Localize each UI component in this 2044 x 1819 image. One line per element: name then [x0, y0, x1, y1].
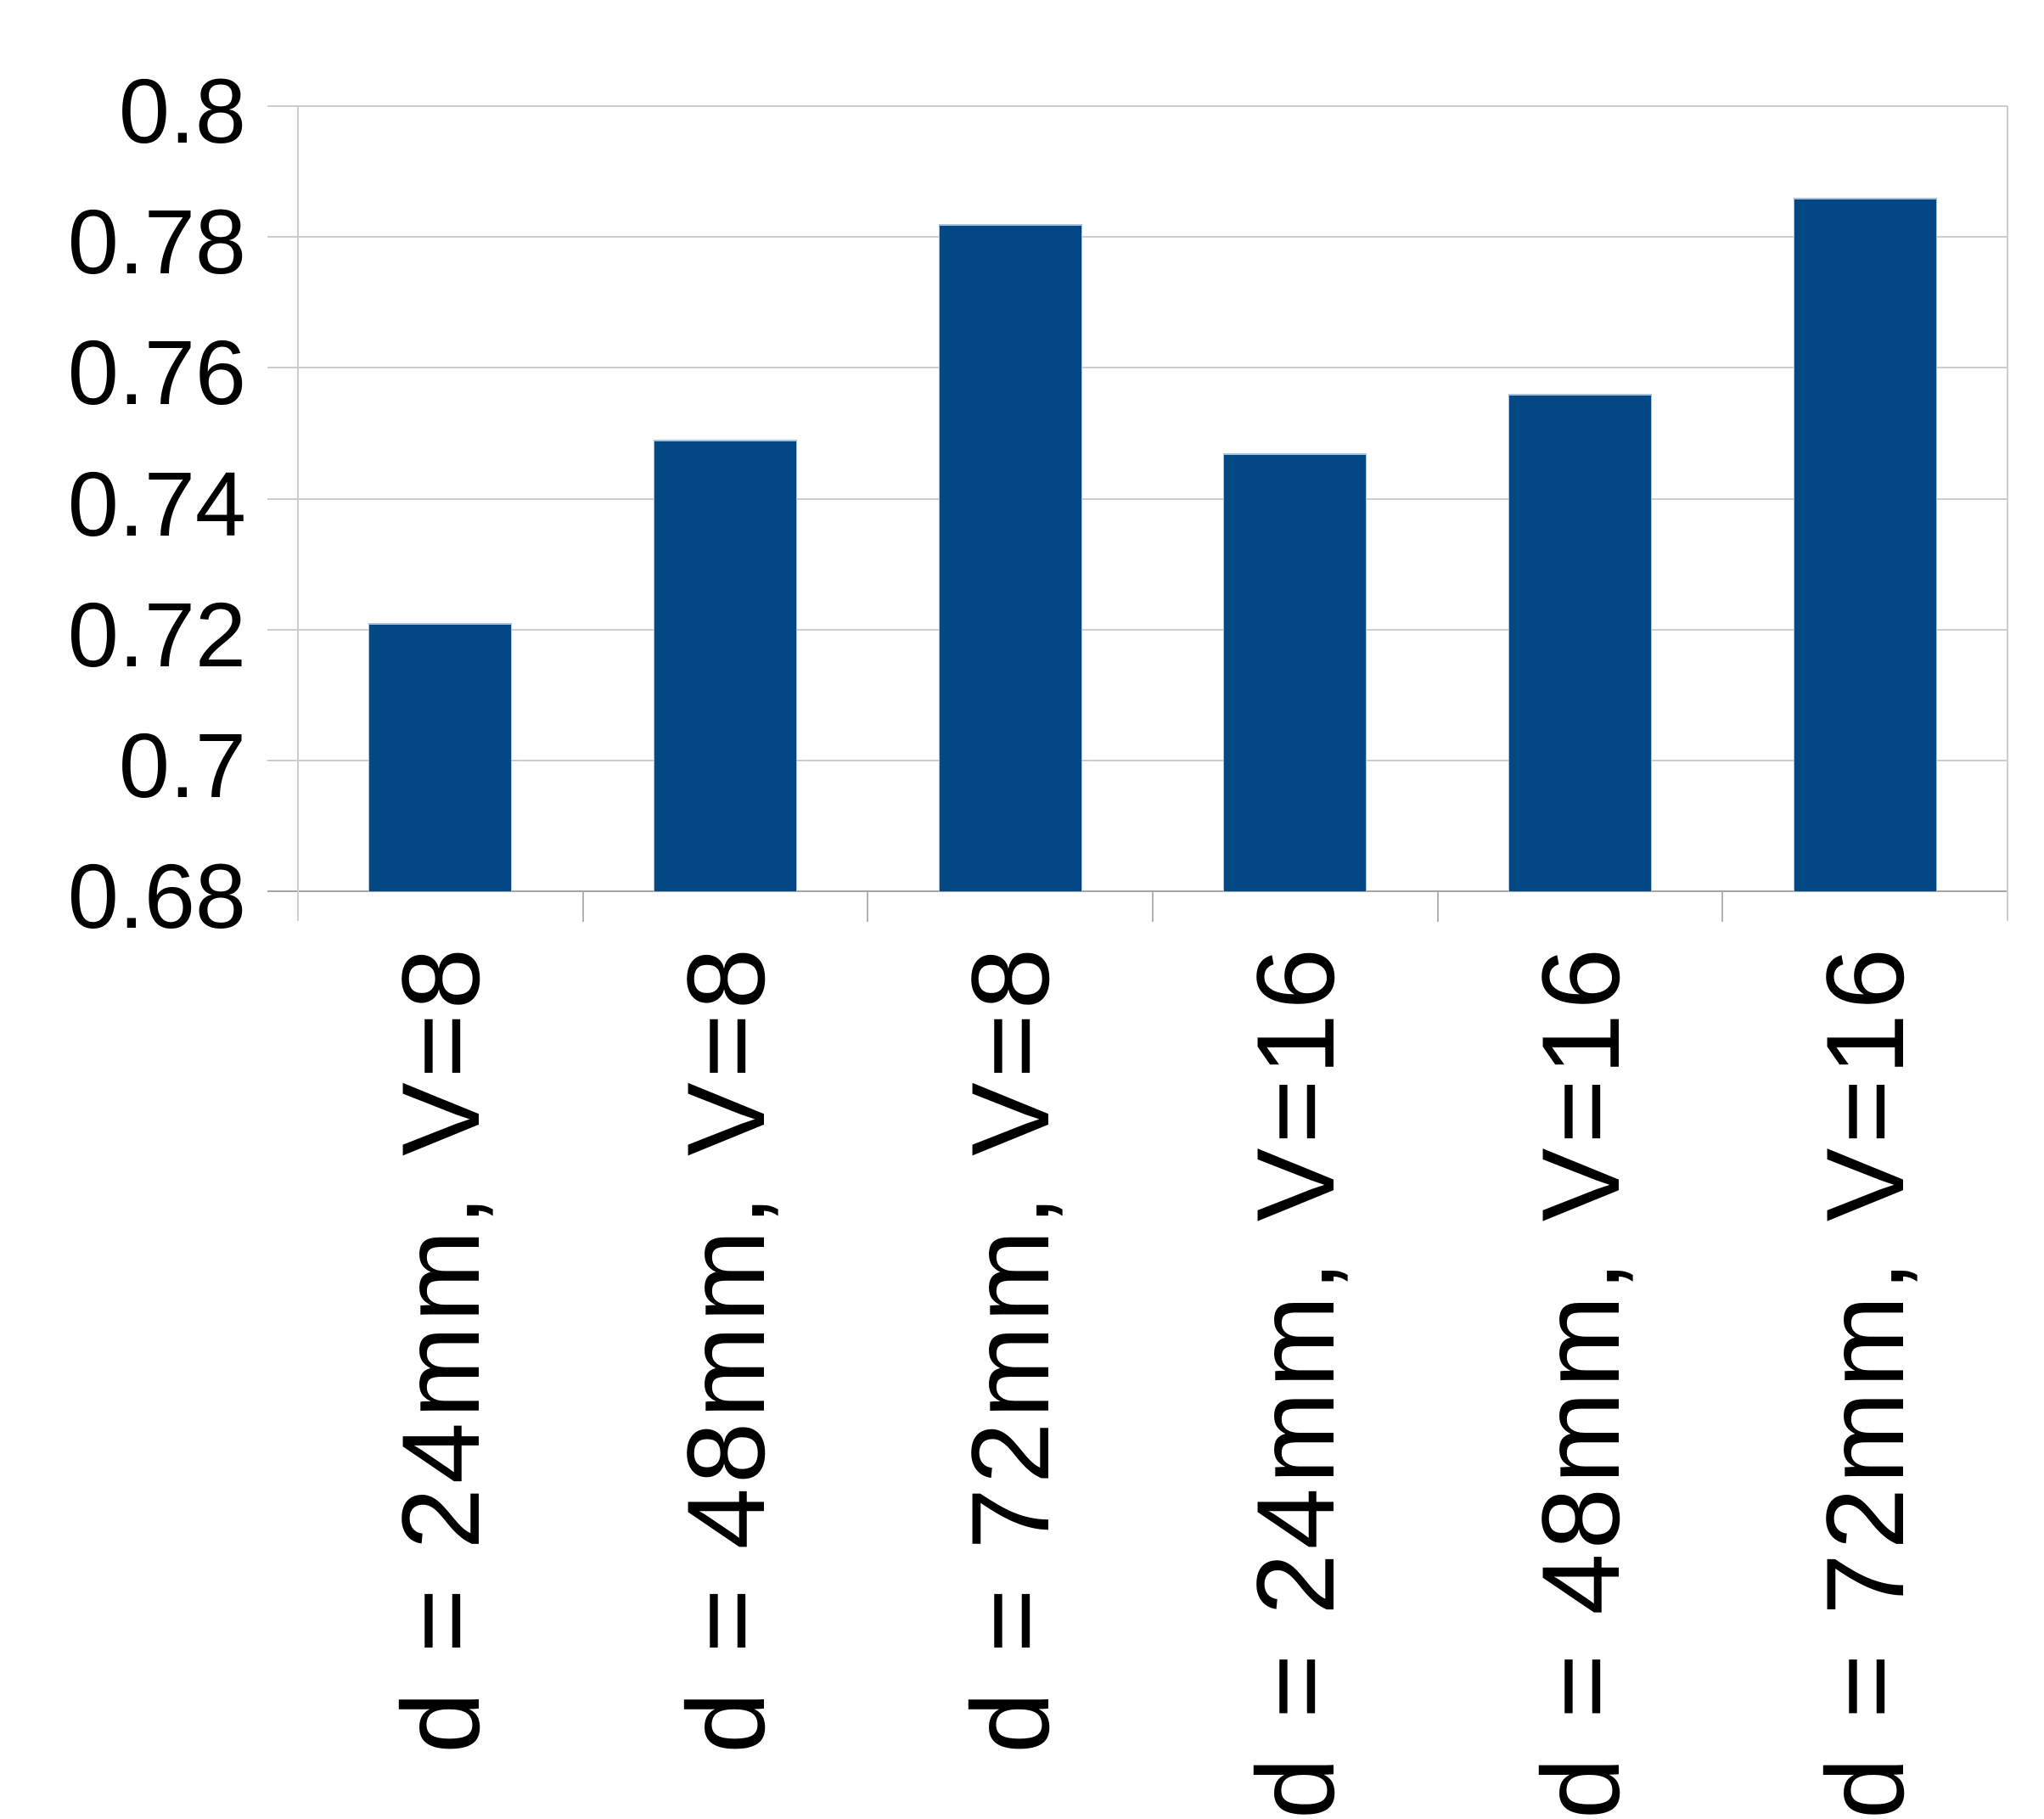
y-gridline [267, 498, 2008, 500]
bar [1508, 394, 1652, 891]
bar [939, 224, 1082, 891]
y-tick-label: 0.68 [67, 845, 246, 947]
x-category-label: d = 72mm, V=8 [948, 944, 1073, 1754]
x-category-cell: d = 24mm, V=16 [1153, 944, 1438, 1819]
plot-left-border [297, 106, 299, 921]
x-category-cell: d = 72mm, V=16 [1722, 944, 2008, 1819]
x-category-cell: d = 48mm, V=8 [583, 944, 868, 1804]
bar [1794, 198, 1937, 891]
bar [368, 623, 512, 891]
x-tick [582, 892, 584, 922]
y-gridline [267, 105, 2008, 107]
bar [1223, 453, 1367, 891]
x-category-cell: d = 72mm, V=8 [868, 944, 1153, 1804]
y-gridline [267, 236, 2008, 238]
x-category-cell: d = 48mm, V=16 [1438, 944, 1723, 1819]
x-tick [867, 892, 868, 922]
y-gridline [267, 760, 2008, 761]
y-tick-label: 0.74 [67, 452, 246, 555]
bar [654, 440, 797, 891]
x-category-label: d = 48mm, V=8 [663, 944, 788, 1754]
x-category-label: d = 24mm, V=16 [1233, 944, 1357, 1819]
plot-right-border [2007, 106, 2008, 921]
x-axis-labels: d = 24mm, V=8 d = 48mm, V=8 d = 72mm, V=8 d… [298, 944, 2008, 1819]
x-category-label: d = 24mm, V=8 [378, 944, 503, 1754]
x-tick [1152, 892, 1154, 922]
y-tick-label: 0.76 [67, 321, 246, 424]
y-tick-label: 0.78 [67, 190, 246, 293]
y-tick-label: 0.7 [118, 714, 246, 817]
y-gridline [267, 629, 2008, 631]
y-tick-label: 0.72 [67, 583, 246, 686]
y-gridline [267, 367, 2008, 368]
y-tick-label: 0.8 [118, 59, 246, 162]
x-category-label: d = 72mm, V=16 [1803, 944, 1928, 1819]
x-tick [1437, 892, 1439, 922]
x-tick [1721, 892, 1723, 922]
x-category-cell: d = 24mm, V=8 [298, 944, 583, 1804]
x-category-label: d = 48mm, V=16 [1518, 944, 1642, 1819]
x-axis-line [267, 890, 2008, 892]
